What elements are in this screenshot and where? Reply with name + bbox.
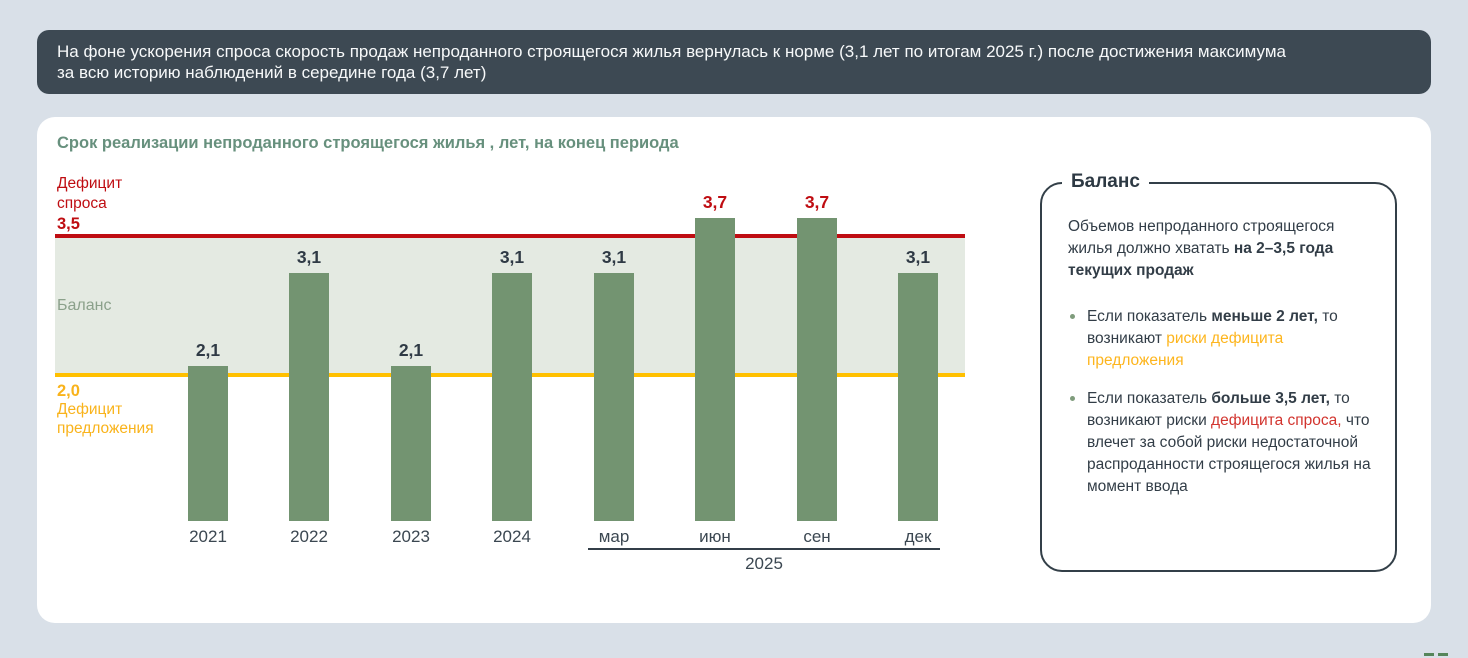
bar-июн [695, 218, 735, 521]
lower-threshold-name: Дефицит предложения [57, 401, 154, 437]
balance-panel-title: Баланс [1062, 171, 1149, 193]
bar-value-label: 3,1 [601, 247, 627, 267]
axis-label-сен: сен [803, 527, 831, 546]
panel-bullet: Если показатель меньше 2 лет, то возника… [1068, 306, 1376, 372]
bar-value-label: 3,1 [499, 247, 525, 267]
axis-label-июн: июн [699, 527, 731, 546]
bullet-text: Если показатель больше 3,5 лет, то возни… [1087, 388, 1376, 498]
upper-threshold-name: Дефицит спроса [57, 175, 123, 212]
panel-text-segment: что влечет за собой риски недостаточной … [1087, 412, 1371, 495]
panel-text-segment: Объемов непроданного строящегося жилья д… [1068, 218, 1335, 257]
panel-text-segment: меньше 2 лет, [1211, 308, 1318, 325]
axis-label-2022: 2022 [290, 527, 328, 546]
bar-2024 [492, 273, 532, 521]
bar-value-label: 3,1 [905, 247, 931, 267]
axis-label-мар: мар [598, 527, 630, 546]
headline-banner: На фоне ускорения спроса скорость продаж… [37, 30, 1431, 94]
panel-text-segment: больше 3,5 лет, [1211, 390, 1330, 407]
bar-value-label: 2,1 [195, 340, 221, 360]
balance-band-label: Баланс [57, 297, 112, 314]
bar-2022 [289, 273, 329, 521]
panel-text-segment: дефицита спроса, [1211, 412, 1342, 429]
page-number-clipped-marker [1438, 653, 1448, 656]
upper-threshold-value: 3,5 [57, 215, 80, 233]
bar-value-label: 3,7 [804, 192, 830, 212]
panel-text-segment: Если показатель [1087, 390, 1212, 407]
balance-panel [1040, 182, 1397, 572]
bar-мар [594, 273, 634, 521]
headline-line-2: за всю историю наблюдений в середине год… [57, 63, 487, 82]
axis-label-2023: 2023 [392, 527, 430, 546]
group-axis-line [588, 548, 940, 550]
panel-text-segment: то возникают риски [1087, 390, 1350, 429]
headline-line-1: На фоне ускорения спроса скорость продаж… [57, 42, 1286, 61]
upper-threshold-line [55, 234, 965, 238]
bar-2023 [391, 366, 431, 521]
group-axis-label: 2025 [745, 554, 783, 573]
bar-сен [797, 218, 837, 521]
axis-label-2021: 2021 [189, 527, 227, 546]
bar-value-label: 3,7 [702, 192, 728, 212]
panel-text-segment: Если показатель [1087, 308, 1212, 325]
bar-value-label: 2,1 [398, 340, 424, 360]
balance-panel-bullets: Если показатель меньше 2 лет, то возника… [1068, 306, 1376, 514]
panel-text-segment: риски дефицита предложения [1087, 330, 1284, 369]
bullet-dot-icon [1070, 314, 1075, 319]
axis-label-2024: 2024 [493, 527, 531, 546]
bar-value-label: 3,1 [296, 247, 322, 267]
panel-text-segment: то возникают [1087, 308, 1338, 347]
axis-label-дек: дек [904, 527, 932, 546]
panel-text-segment: на 2–3,5 года текущих продаж [1068, 240, 1334, 279]
panel-bullet: Если показатель больше 3,5 лет, то возни… [1068, 388, 1376, 498]
chart-title: Срок реализации непроданного строящегося… [57, 134, 679, 152]
bullet-dot-icon [1070, 396, 1075, 401]
bar-2021 [188, 366, 228, 521]
page-number-clipped-marker [1424, 653, 1434, 656]
bullet-text: Если показатель меньше 2 лет, то возника… [1087, 306, 1376, 372]
bar-дек [898, 273, 938, 521]
lower-threshold-value: 2,0 [57, 382, 80, 400]
balance-panel-intro: Объемов непроданного строящегося жилья д… [1068, 216, 1376, 282]
